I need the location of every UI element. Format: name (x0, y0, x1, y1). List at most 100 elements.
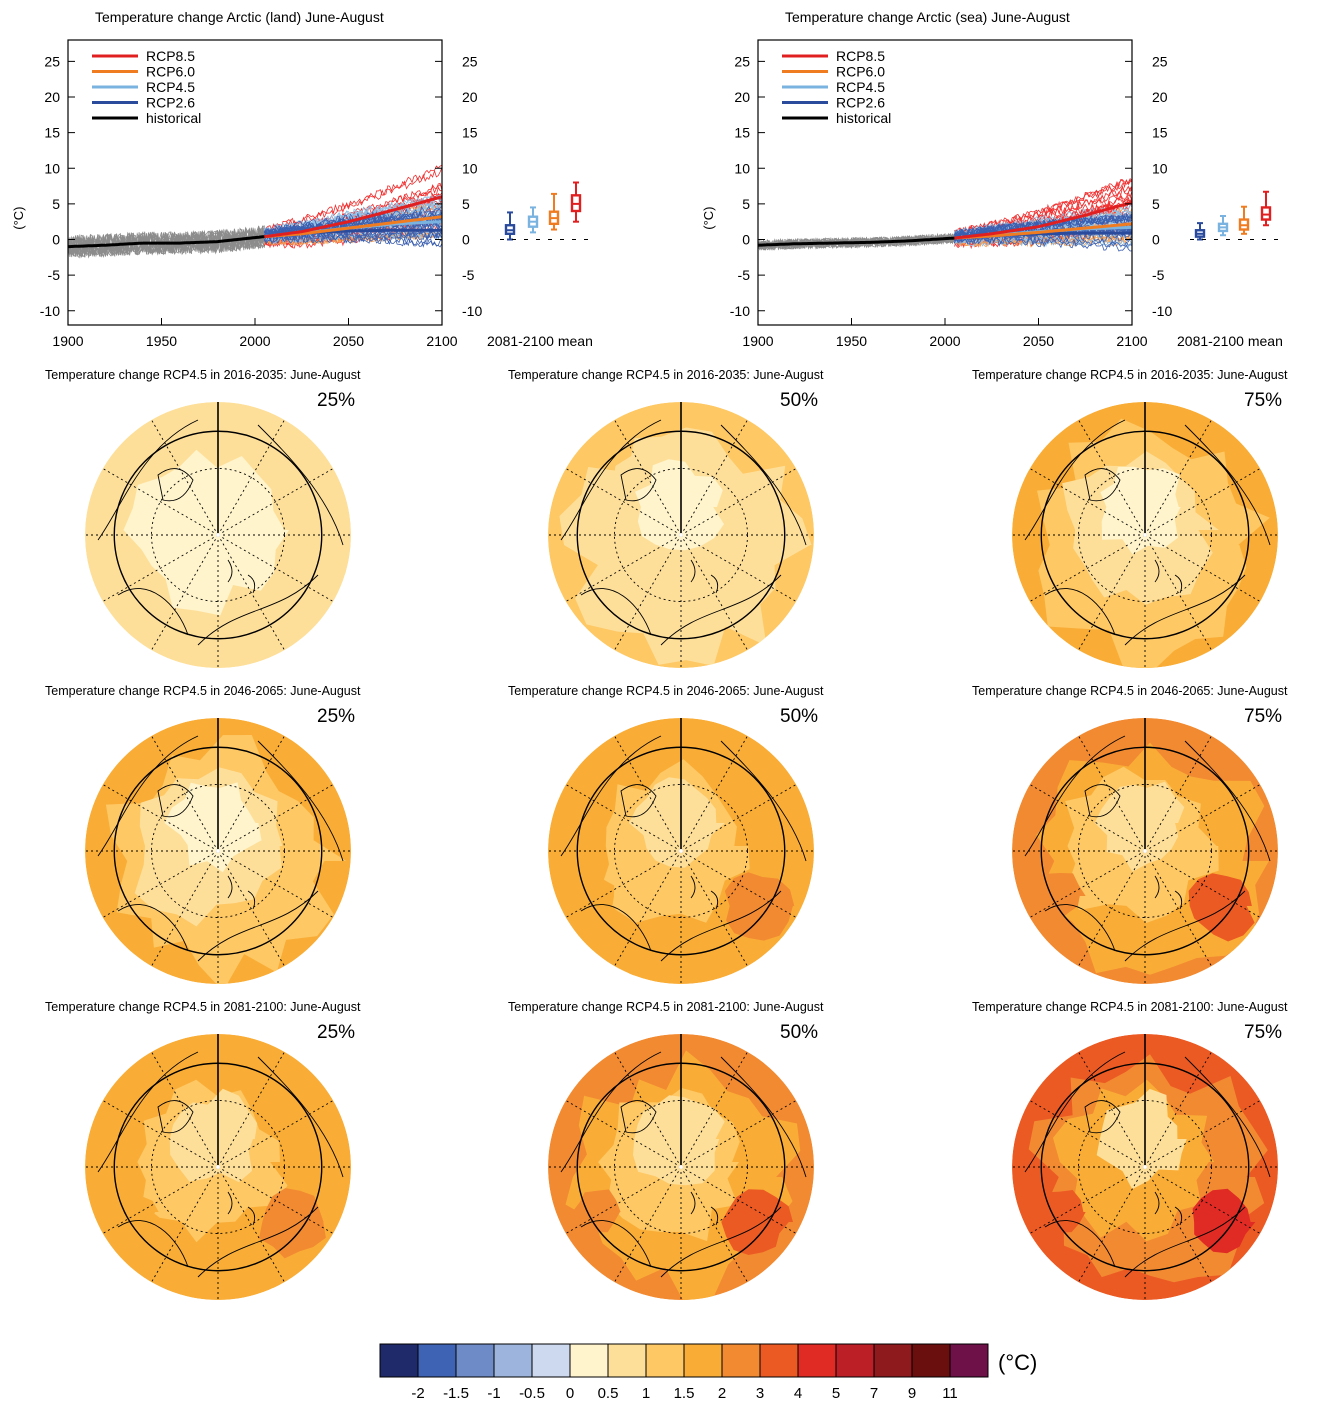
y-tick-label: 15 (734, 125, 750, 141)
meridian (680, 468, 797, 536)
y-tick-label: -5 (462, 267, 475, 283)
meridian (1078, 850, 1146, 967)
y-tick-label: 10 (462, 160, 478, 176)
y-tick-label: 25 (1152, 53, 1168, 69)
y-tick-label: 0 (1152, 232, 1160, 248)
meridian (1029, 1100, 1146, 1168)
meridian (1029, 534, 1146, 602)
series-line-historical (68, 235, 265, 249)
legend-label: RCP8.5 (836, 48, 885, 64)
y-tick-label: 0 (52, 232, 60, 248)
meridian (151, 1051, 219, 1168)
pole-dot (216, 1165, 220, 1169)
meridian (614, 1051, 682, 1168)
coastline-path (560, 1051, 807, 1278)
y-tick-label: -5 (48, 267, 61, 283)
meridian (102, 784, 219, 852)
meridian (1144, 735, 1212, 852)
legend-label: RCP4.5 (146, 79, 195, 95)
meridian (1144, 1166, 1261, 1234)
coastlines (1024, 419, 1271, 646)
colorbar-unit: (°C) (998, 1350, 1037, 1375)
meridian (217, 419, 285, 536)
map-panel: Temperature change RCP4.5 in 2046-2065: … (508, 684, 938, 994)
map-fill (1012, 718, 1278, 984)
map-title: Temperature change RCP4.5 in 2016-2035: … (508, 368, 824, 382)
map-title: Temperature change RCP4.5 in 2046-2065: … (972, 684, 1288, 698)
y-tick-label: 20 (462, 89, 478, 105)
meridian (565, 534, 682, 602)
y-tick-label: 15 (1152, 125, 1168, 141)
colorbar-swatch (493, 1343, 533, 1378)
y-tick-label: 15 (44, 125, 60, 141)
pole-dot (1143, 1165, 1147, 1169)
meridian (1144, 1051, 1212, 1168)
x-tick-label: 2000 (929, 333, 960, 349)
meridian (102, 1166, 219, 1234)
meridian (151, 735, 219, 852)
pole-dot (1143, 533, 1147, 537)
map-title: Temperature change RCP4.5 in 2081-2100: … (972, 1000, 1288, 1014)
polar-map (85, 718, 351, 984)
meridian (680, 735, 748, 852)
y-tick-label: 25 (734, 53, 750, 69)
colorbar-tick-label: -2 (411, 1385, 424, 1402)
colorbar-swatch (949, 1343, 989, 1378)
map-title: Temperature change RCP4.5 in 2046-2065: … (45, 684, 361, 698)
map-fill (85, 402, 351, 668)
meridian (1144, 1100, 1261, 1168)
legend-label: RCP2.6 (836, 95, 885, 111)
meridian (217, 850, 334, 918)
meridian (680, 1166, 797, 1234)
meridian (1144, 850, 1261, 918)
pole-dot (216, 849, 220, 853)
pole-dot (679, 849, 683, 853)
boxplot-box (1260, 206, 1272, 221)
colorbar-swatch (569, 1343, 609, 1378)
y-tick-label: 20 (1152, 89, 1168, 105)
meridian (151, 850, 219, 967)
map-fill (1012, 402, 1278, 668)
meridian (565, 1166, 682, 1234)
colorbar-swatch (721, 1343, 761, 1378)
graticule (1012, 718, 1278, 984)
map-title: Temperature change RCP4.5 in 2046-2065: … (508, 684, 824, 698)
meridian (102, 534, 219, 602)
map-title: Temperature change RCP4.5 in 2081-2100: … (45, 1000, 361, 1014)
series-line-rcp60 (954, 222, 1132, 240)
coastlines (1024, 1051, 1271, 1278)
x-tick-label: 2050 (333, 333, 364, 349)
colorbar-tick-label: 4 (794, 1385, 802, 1402)
chart-title: Temperature change Arctic (land) June-Au… (95, 9, 384, 25)
meridian (217, 1166, 285, 1283)
y-axis-label: (°C) (11, 207, 26, 230)
plot-area (68, 164, 442, 259)
meridian (102, 468, 219, 536)
coastline-path (97, 419, 344, 646)
legend-label: RCP4.5 (836, 79, 885, 95)
y-tick-label: 5 (742, 196, 750, 212)
colorbar-tick-label: 9 (908, 1385, 916, 1402)
y-tick-label: -5 (738, 267, 751, 283)
meridian (1078, 1051, 1146, 1168)
meridian (217, 1166, 334, 1234)
map-percentile-label: 25% (317, 706, 356, 727)
x-tick-label: 1900 (742, 333, 773, 349)
meridian (1144, 784, 1261, 852)
timeseries-chart-sea: Temperature change Arctic (sea) June-Aug… (701, 9, 1283, 349)
meridian (151, 1166, 219, 1283)
map-title: Temperature change RCP4.5 in 2016-2035: … (972, 368, 1288, 382)
y-tick-label: 0 (462, 232, 470, 248)
pole-dot (1143, 849, 1147, 853)
map-panel: Temperature change RCP4.5 in 2046-2065: … (972, 684, 1330, 994)
series-line-rcp85 (264, 195, 442, 239)
meridian (151, 419, 219, 536)
map-fill (1012, 1034, 1278, 1300)
polar-map (548, 718, 814, 984)
meridian (680, 1166, 748, 1283)
coastlines (560, 735, 807, 962)
legend-label: historical (146, 110, 201, 126)
x-tick-label: 2100 (1116, 333, 1147, 349)
meridian (1144, 534, 1212, 651)
legend-label: RCP2.6 (146, 95, 195, 111)
